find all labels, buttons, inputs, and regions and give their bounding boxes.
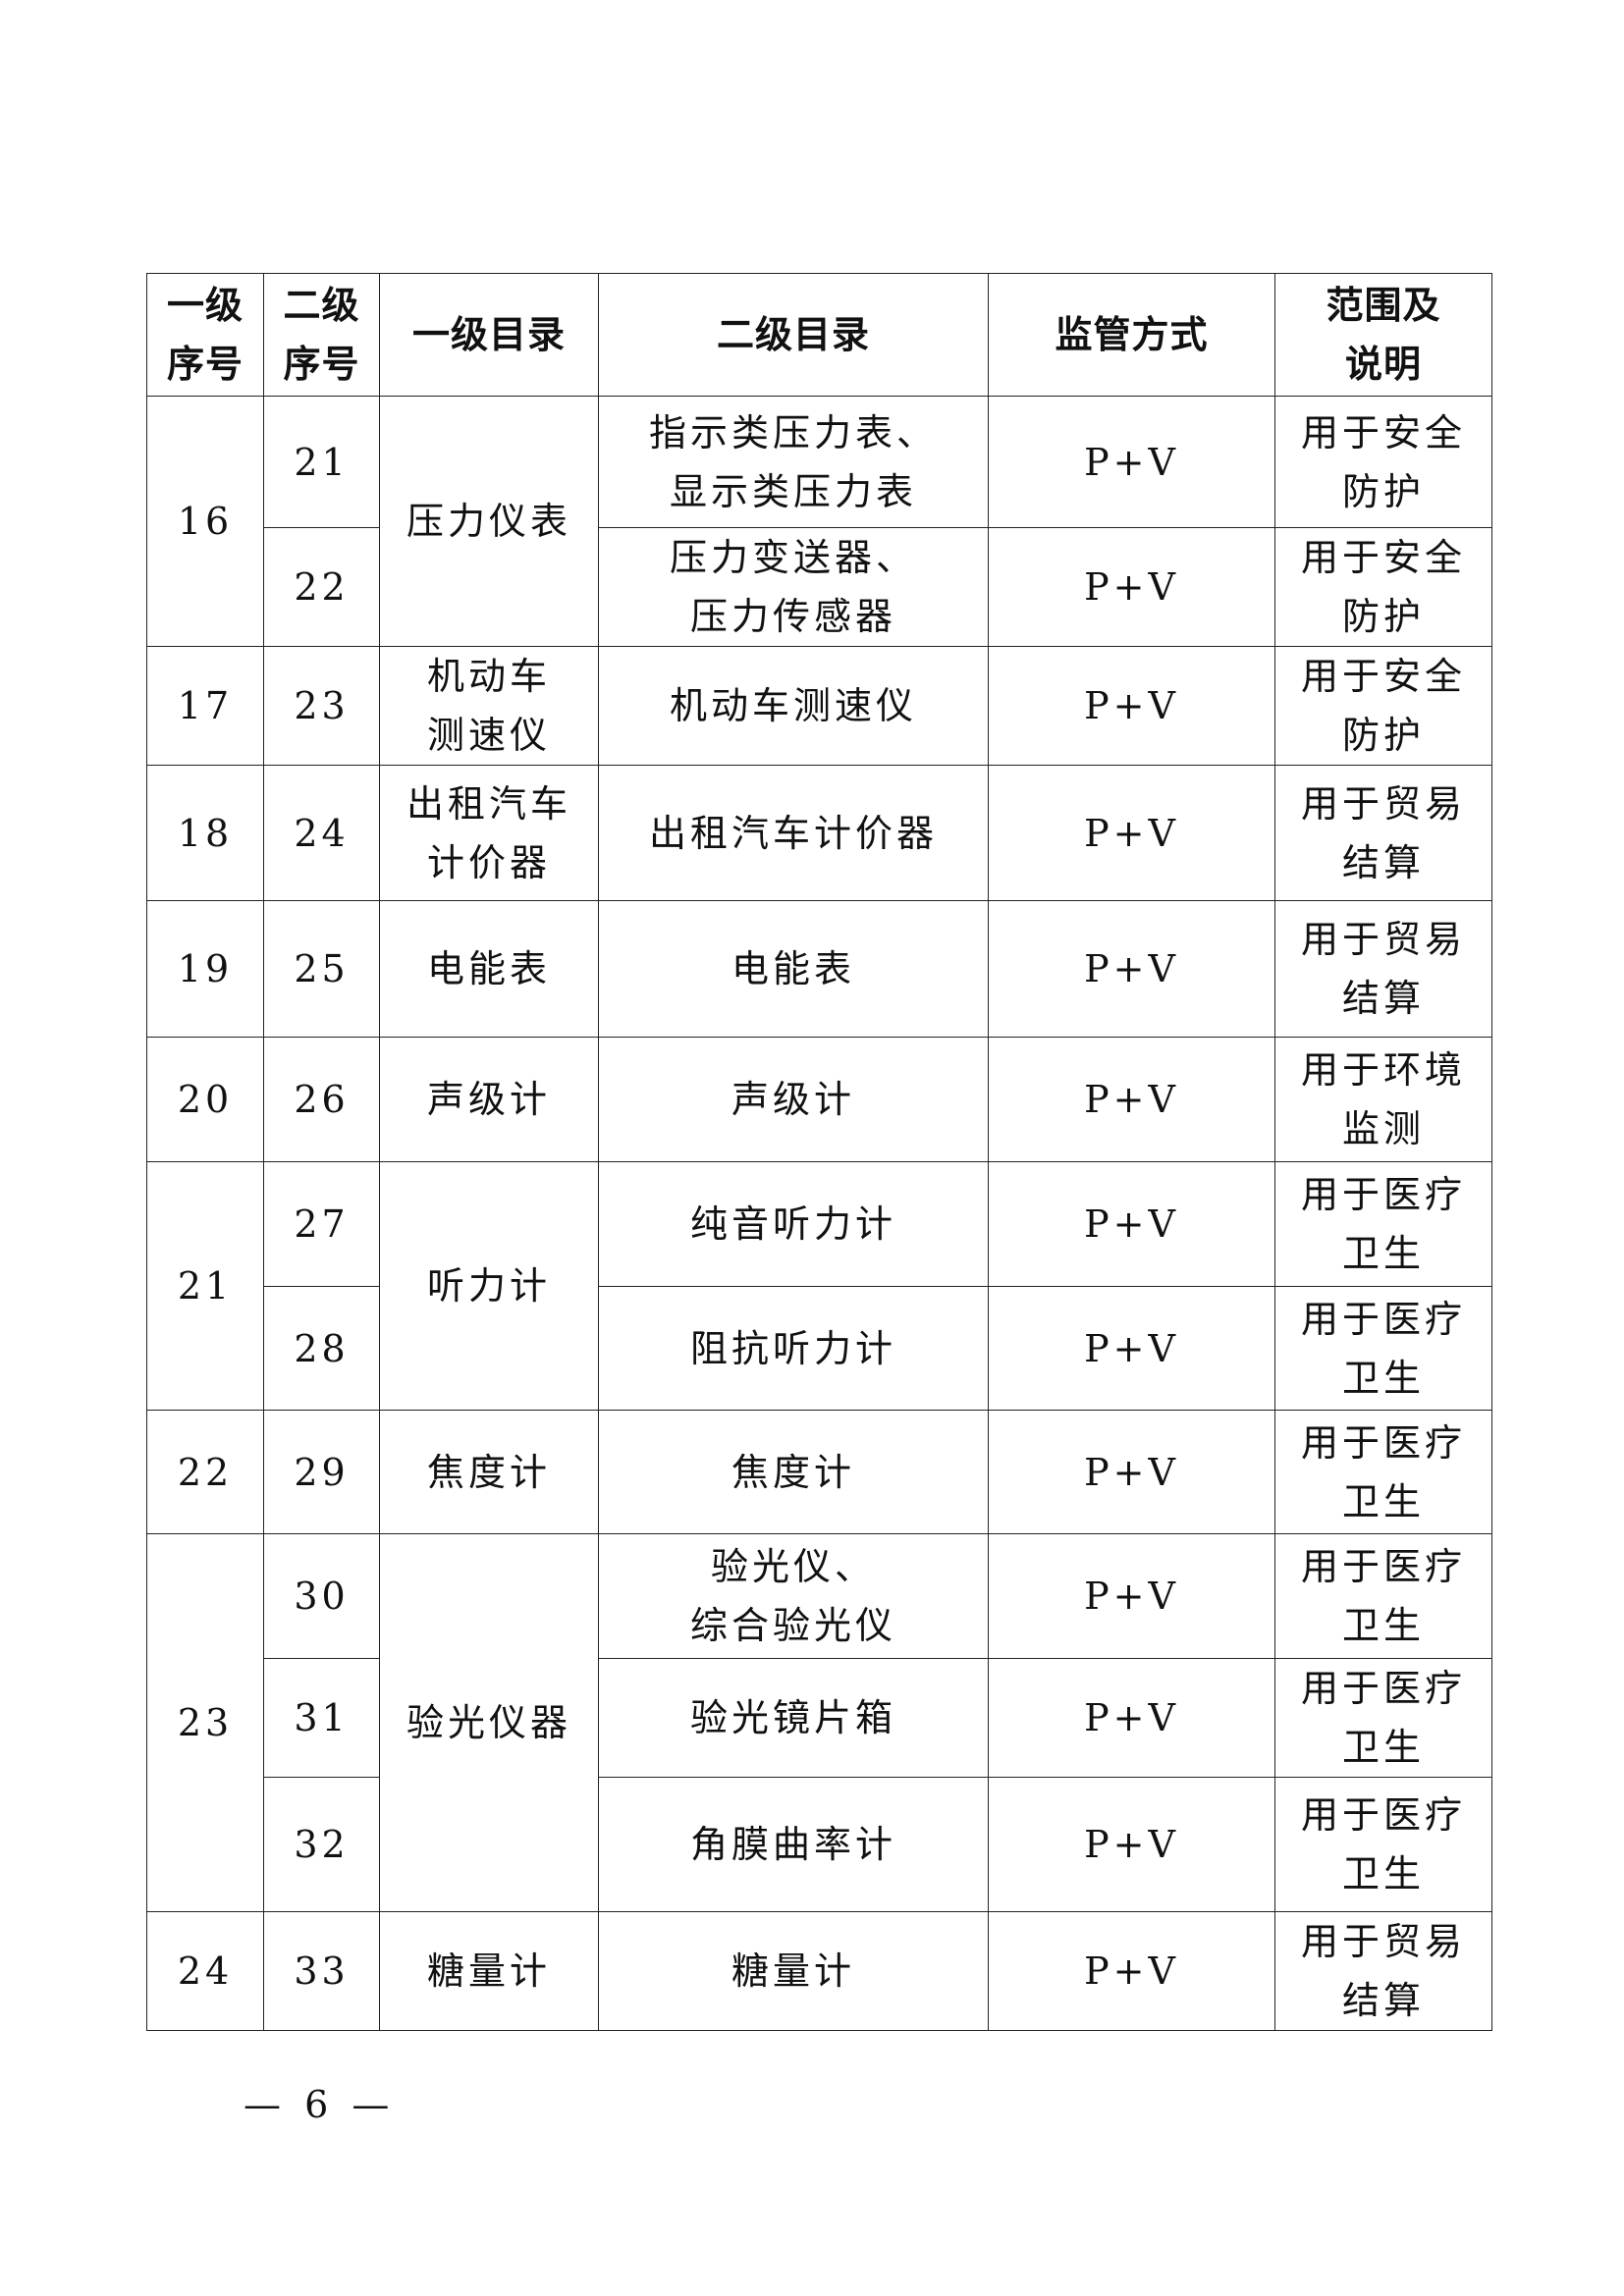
table-row: 18 24 出租汽车 计价器 出租汽车计价器 P+V 用于贸易 结算: [146, 765, 1492, 901]
level1-no: 24: [146, 1911, 264, 2031]
table-row: 20 26 声级计 声级计 P+V 用于环境 监测: [146, 1037, 1492, 1162]
level2-no: 22: [263, 527, 380, 647]
scope: 用于安全 防护: [1274, 646, 1492, 766]
level1-no: 19: [146, 900, 264, 1038]
table-row: 22 压力变送器、 压力传感器 P+V 用于安全 防护: [147, 527, 1492, 647]
supervision-method: P+V: [988, 1410, 1275, 1534]
level2-catalog: 电能表: [598, 900, 989, 1038]
level2-catalog: 阻抗听力计: [598, 1286, 989, 1411]
scope: 用于医疗 卫生: [1274, 1286, 1492, 1411]
scope: 用于医疗 卫生: [1274, 1161, 1492, 1287]
level2-no: 26: [263, 1037, 380, 1162]
supervision-method: P+V: [988, 527, 1275, 647]
supervision-method: P+V: [988, 1161, 1275, 1287]
table-row: 22 29 焦度计 焦度计 P+V 用于医疗 卫生: [146, 1410, 1492, 1534]
header-level1-no: 一级 序号: [146, 273, 264, 397]
level2-no: 21: [263, 396, 380, 528]
supervision-method: P+V: [988, 646, 1275, 766]
header-level1-catalog: 一级目录: [379, 273, 599, 397]
supervision-method: P+V: [988, 1037, 1275, 1162]
table-row: 31 验光镜片箱 P+V 用于医疗 卫生: [147, 1658, 1492, 1778]
level1-catalog: 压力仪表: [379, 396, 599, 647]
level1-catalog: 验光仪器: [379, 1533, 599, 1912]
level2-no: 27: [263, 1161, 380, 1287]
level2-catalog: 压力变送器、 压力传感器: [598, 527, 989, 647]
level2-catalog: 焦度计: [598, 1410, 989, 1534]
level2-no: 24: [263, 765, 380, 901]
table-row: 24 33 糖量计 糖量计 P+V 用于贸易 结算: [146, 1911, 1492, 2031]
supervision-method: P+V: [988, 1286, 1275, 1411]
scope: 用于贸易 结算: [1274, 1911, 1492, 2031]
table-row: 19 25 电能表 电能表 P+V 用于贸易 结算: [146, 900, 1492, 1038]
level2-no: 33: [263, 1911, 380, 2031]
level1-no: 17: [146, 646, 264, 766]
level1-no: 22: [146, 1410, 264, 1534]
level2-catalog: 出租汽车计价器: [598, 765, 989, 901]
table-row: 23 30 验光仪器 验光仪、 综合验光仪 P+V 用于医疗 卫生: [146, 1533, 1492, 1912]
scope: 用于安全 防护: [1274, 396, 1492, 528]
catalog-table: 一级 序号 二级 序号 一级目录 二级目录 监管方式 范围及 说明 16 21 压力…: [146, 273, 1492, 2031]
header-scope: 范围及 说明: [1274, 273, 1492, 397]
supervision-method: P+V: [988, 1658, 1275, 1778]
page-number: — 6 —: [244, 2083, 396, 2126]
header-supervision-method: 监管方式: [988, 273, 1275, 397]
level1-catalog: 出租汽车 计价器: [379, 765, 599, 901]
level2-catalog: 角膜曲率计: [598, 1777, 989, 1912]
scope: 用于贸易 结算: [1274, 900, 1492, 1038]
scope: 用于贸易 结算: [1274, 765, 1492, 901]
level2-catalog: 指示类压力表、 显示类压力表: [598, 396, 989, 528]
table-row: 17 23 机动车 测速仪 机动车测速仪 P+V 用于安全 防护: [146, 646, 1492, 766]
supervision-method: P+V: [988, 900, 1275, 1038]
level1-catalog: 机动车 测速仪: [379, 646, 599, 766]
level1-no: 16: [146, 396, 264, 647]
table-row: 21 27 听力计 纯音听力计 P+V 用于医疗 卫生: [146, 1161, 1492, 1411]
level2-no: 25: [263, 900, 380, 1038]
level1-catalog: 焦度计: [379, 1410, 599, 1534]
level2-no: 31: [263, 1658, 380, 1778]
level1-catalog: 听力计: [379, 1161, 599, 1411]
table-row: 28 阻抗听力计 P+V 用于医疗 卫生: [147, 1286, 1492, 1411]
level2-no: 23: [263, 646, 380, 766]
header-level2-no: 二级 序号: [263, 273, 380, 397]
table-row: 32 角膜曲率计 P+V 用于医疗 卫生: [147, 1777, 1492, 1912]
level2-catalog: 验光镜片箱: [598, 1658, 989, 1778]
level2-no: 28: [263, 1286, 380, 1411]
level2-no: 32: [263, 1777, 380, 1912]
level1-catalog: 电能表: [379, 900, 599, 1038]
scope: 用于医疗 卫生: [1274, 1658, 1492, 1778]
level2-no: 30: [263, 1533, 380, 1659]
level1-catalog: 声级计: [379, 1037, 599, 1162]
table-row: 16 21 压力仪表 指示类压力表、 显示类压力表 P+V 用于安全 防护: [146, 396, 1492, 647]
scope: 用于医疗 卫生: [1274, 1777, 1492, 1912]
level1-catalog: 糖量计: [379, 1911, 599, 2031]
level2-catalog: 机动车测速仪: [598, 646, 989, 766]
scope: 用于医疗 卫生: [1274, 1533, 1492, 1659]
level2-catalog: 验光仪、 综合验光仪: [598, 1533, 989, 1659]
supervision-method: P+V: [988, 1911, 1275, 2031]
scope: 用于医疗 卫生: [1274, 1410, 1492, 1534]
level2-catalog: 糖量计: [598, 1911, 989, 2031]
level2-catalog: 纯音听力计: [598, 1161, 989, 1287]
level1-no: 20: [146, 1037, 264, 1162]
header-level2-catalog: 二级目录: [598, 273, 989, 397]
level2-catalog: 声级计: [598, 1037, 989, 1162]
level1-no: 21: [146, 1161, 264, 1411]
supervision-method: P+V: [988, 765, 1275, 901]
supervision-method: P+V: [988, 1777, 1275, 1912]
header-row: 一级 序号 二级 序号 一级目录 二级目录 监管方式 范围及 说明: [146, 273, 1492, 397]
scope: 用于安全 防护: [1274, 527, 1492, 647]
level2-no: 29: [263, 1410, 380, 1534]
supervision-method: P+V: [988, 396, 1275, 528]
scope: 用于环境 监测: [1274, 1037, 1492, 1162]
supervision-method: P+V: [988, 1533, 1275, 1659]
level1-no: 23: [146, 1533, 264, 1912]
level1-no: 18: [146, 765, 264, 901]
